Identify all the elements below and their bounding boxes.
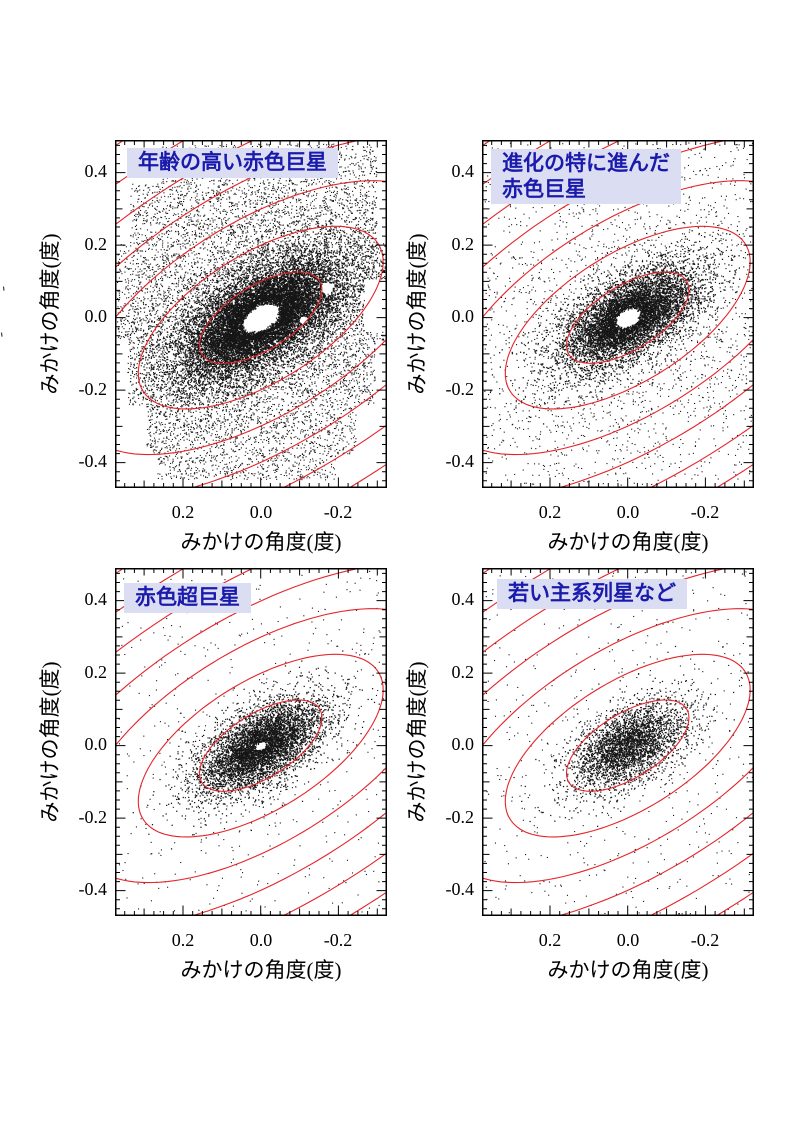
panel-title-badge: 年齢の高い赤色巨星 (127, 148, 338, 178)
y-tick-label: 0.0 (451, 734, 475, 754)
y-tick-label: -0.2 (445, 807, 475, 827)
panel-title-badge: 若い主系列星など (497, 579, 687, 609)
x-tick-label: 0.2 (171, 502, 195, 522)
panel-title-line: 年齢の高い赤色巨星 (138, 151, 327, 174)
scatter-plot-area: 若い主系列星など (482, 568, 754, 916)
panel-young-main-sequence: みかけの角度(度) 0.4 0.2 0.0 -0.2 -0.4 若い主系列星など… (405, 568, 754, 982)
x-axis-title: みかけの角度(度) (547, 958, 709, 982)
y-tick-label: -0.4 (78, 451, 108, 471)
y-tick-label: 0.4 (451, 589, 475, 609)
y-axis-title: みかけの角度(度) (38, 233, 62, 395)
panel-old-red-giants: みかけの角度(度) 0.4 0.2 0.0 -0.2 -0.4 年齢の高い赤色巨… (38, 140, 387, 554)
x-axis-title: みかけの角度(度) (180, 530, 342, 554)
star-points-canvas (115, 568, 387, 916)
clipped-edge-mark: 、 (0, 324, 17, 345)
y-tick-label: 0.4 (84, 589, 108, 609)
x-tick-label: 0.0 (616, 502, 640, 522)
x-tick-label: 0.0 (249, 930, 273, 950)
y-tick-label: -0.4 (445, 451, 475, 471)
y-axis-title: みかけの角度(度) (38, 661, 62, 823)
y-tick-label: -0.4 (78, 879, 108, 899)
y-axis-title: みかけの角度(度) (405, 661, 429, 823)
panel-red-supergiants: みかけの角度(度) 0.4 0.2 0.0 -0.2 -0.4 赤色超巨星 0.… (38, 568, 387, 982)
x-tick-label: 0.2 (538, 502, 562, 522)
y-tick-label: 0.0 (451, 306, 475, 326)
scatter-plot-area: 進化の特に進んだ 赤色巨星 (482, 140, 754, 488)
x-tick-label: 0.2 (538, 930, 562, 950)
y-tick-label: 0.0 (84, 306, 108, 326)
x-tick-label: -0.2 (690, 502, 720, 522)
star-points-canvas (482, 568, 754, 916)
y-tick-label: 0.4 (84, 161, 108, 181)
panel-title-line: 若い主系列星など (508, 582, 676, 605)
clipped-edge-mark: 、 (0, 278, 19, 299)
y-tick-label: -0.2 (445, 379, 475, 399)
x-tick-label: -0.2 (323, 502, 353, 522)
y-tick-label: 0.2 (84, 662, 108, 682)
y-tick-label: -0.2 (78, 807, 108, 827)
panel-title-badge: 赤色超巨星 (124, 583, 251, 613)
scatter-plot-area: 年齢の高い赤色巨星 (115, 140, 387, 488)
x-axis-title: みかけの角度(度) (180, 958, 342, 982)
y-axis-title: みかけの角度(度) (405, 233, 429, 395)
y-tick-label: -0.2 (78, 379, 108, 399)
y-tick-label: 0.2 (451, 662, 475, 682)
panel-title-line: 進化の特に進んだ (502, 152, 670, 175)
x-axis-title: みかけの角度(度) (547, 530, 709, 554)
scatter-plot-area: 赤色超巨星 (115, 568, 387, 916)
x-tick-label: -0.2 (323, 930, 353, 950)
panel-evolved-red-giants: みかけの角度(度) 0.4 0.2 0.0 -0.2 -0.4 進化の特に進んだ… (405, 140, 754, 554)
panel-title-badge: 進化の特に進んだ 赤色巨星 (491, 149, 681, 205)
y-tick-label: 0.2 (84, 234, 108, 254)
x-tick-label: 0.0 (249, 502, 273, 522)
y-tick-label: 0.0 (84, 734, 108, 754)
star-points-canvas (115, 140, 387, 488)
x-tick-label: -0.2 (690, 930, 720, 950)
y-tick-label: -0.4 (445, 879, 475, 899)
y-tick-label: 0.2 (451, 234, 475, 254)
y-tick-label: 0.4 (451, 161, 475, 181)
panel-title-line: 赤色超巨星 (135, 586, 240, 609)
panel-title-line: 赤色巨星 (502, 177, 586, 201)
x-tick-label: 0.2 (171, 930, 195, 950)
x-tick-label: 0.0 (616, 930, 640, 950)
